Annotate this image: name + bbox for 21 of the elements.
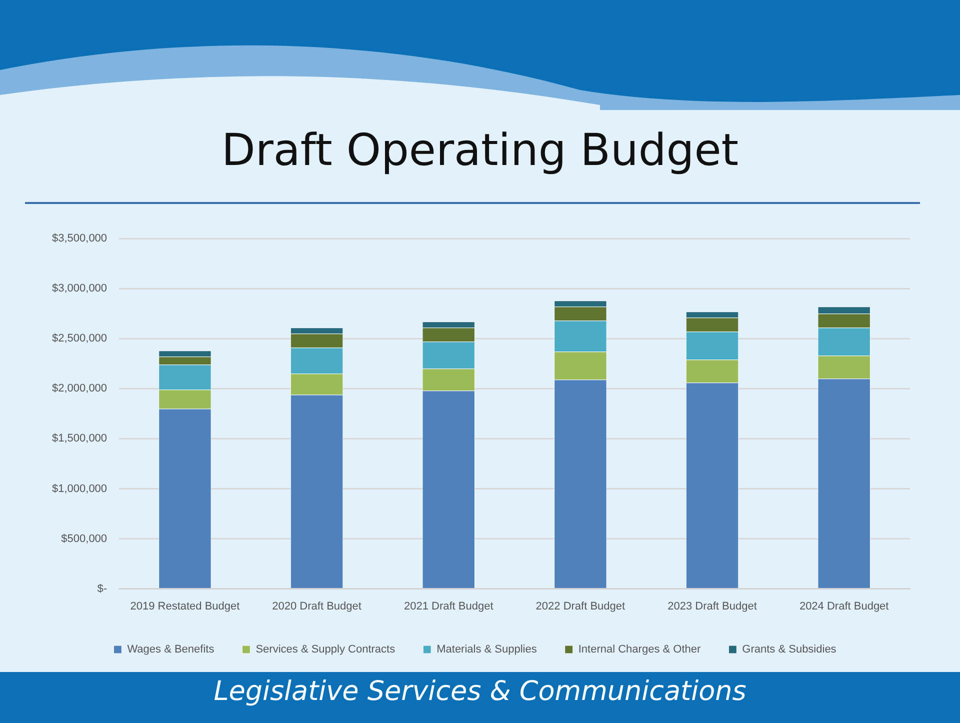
x-tick-label: 2022 Draft Budget (536, 600, 626, 612)
legend-label: Wages & Benefits (127, 644, 215, 656)
y-tick-label: $- (97, 582, 108, 595)
text: Legislative Services & Communications (0, 672, 960, 723)
x-tick-label: 2024 Draft Budget (799, 600, 889, 612)
legend-label: Services & Supply Contracts (256, 644, 396, 656)
legend-label: Materials & Supplies (436, 644, 538, 656)
chart-title: Draft Operating Budget (220, 125, 740, 176)
x-tick-label: 2019 Restated Budget (130, 600, 240, 612)
y-tick-label: $3,000,000 (52, 282, 108, 295)
y-tick-label: $500,000 (61, 532, 108, 545)
legend-label: Internal Charges & Other (578, 644, 701, 656)
x-tick-label: 2023 Draft Budget (668, 600, 757, 612)
x-tick-label: 2020 Draft Budget (272, 600, 362, 612)
x-tick-label: 2021 Draft Budget (404, 600, 494, 612)
y-tick-label: $2,000,000 (52, 382, 108, 395)
y-tick-label: $2,500,000 (52, 332, 108, 345)
legend-label: Grants & Subsidies (742, 644, 837, 656)
y-tick-label: $1,500,000 (52, 432, 108, 445)
y-tick-label: $1,000,000 (52, 482, 108, 495)
y-tick-label: $3,500,000 (52, 232, 108, 245)
